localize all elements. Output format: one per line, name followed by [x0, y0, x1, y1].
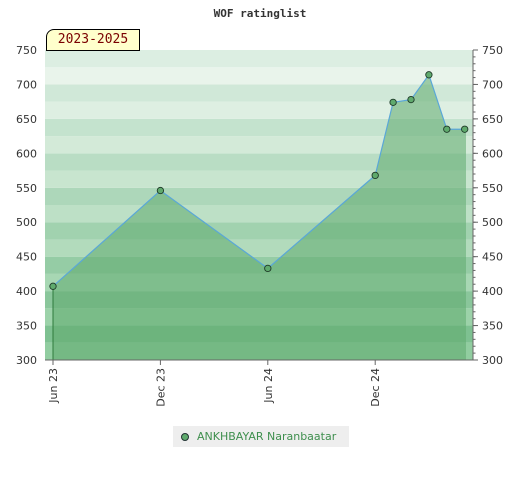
y-tick-label-left: 750	[16, 44, 37, 57]
series-line	[52, 73, 466, 287]
y-tick-label-left: 450	[16, 251, 37, 264]
y-tick-label-left: 300	[16, 354, 37, 367]
legend-marker-icon	[181, 433, 189, 441]
data-point	[443, 125, 451, 133]
series-area	[53, 74, 466, 361]
legend[interactable]: ANKHBAYAR Naranbaatar	[173, 426, 349, 447]
data-point	[407, 95, 415, 104]
background-band	[45, 153, 473, 171]
background-band	[45, 136, 473, 154]
x-tick-label: Jun 23	[47, 368, 60, 404]
y-tick-label-right: 750	[482, 44, 503, 57]
y-tick-label-right: 450	[482, 251, 503, 264]
period-badge: 2023-2025	[46, 29, 140, 51]
background-band	[45, 84, 473, 102]
data-point	[389, 98, 397, 107]
background-band	[45, 50, 473, 68]
x-tick-label: Dec 24	[369, 368, 382, 407]
points-layer	[49, 71, 469, 290]
x-tick-label: Jun 24	[262, 368, 275, 404]
y-tick-label-left: 700	[16, 78, 37, 91]
y-tick-label-right: 400	[482, 285, 503, 298]
y-tick-label-right: 500	[482, 216, 503, 229]
background-band	[45, 101, 473, 119]
background-band	[45, 118, 473, 137]
data-point	[371, 171, 379, 180]
y-tick-label-left: 550	[16, 182, 37, 195]
axes: 300 300 350 350 400 400 450 450 500 500 550 550 600 6…	[16, 44, 503, 407]
y-tick-label-right: 550	[482, 182, 503, 195]
data-point	[461, 125, 469, 133]
legend-label: ANKHBAYAR Naranbaatar	[197, 430, 337, 443]
y-tick-label-left: 400	[16, 285, 37, 298]
y-tick-label-right: 600	[482, 147, 503, 160]
chart-title: WOF ratinglist	[214, 7, 307, 20]
data-point	[264, 264, 272, 273]
x-tick-label: Dec 23	[154, 368, 167, 407]
y-tick-label-left: 500	[16, 216, 37, 229]
y-tick-label-left: 600	[16, 147, 37, 160]
y-tick-label-left: 350	[16, 320, 37, 333]
data-point	[425, 71, 433, 79]
y-tick-label-left: 650	[16, 113, 37, 126]
data-point	[49, 282, 57, 290]
y-tick-label-right: 700	[482, 78, 503, 91]
y-tick-label-right: 350	[482, 320, 503, 333]
y-tick-label-right: 300	[482, 354, 503, 367]
y-tick-label-right: 650	[482, 113, 503, 126]
area-layer	[52, 73, 466, 361]
background-band	[45, 67, 473, 85]
data-point	[156, 186, 165, 195]
